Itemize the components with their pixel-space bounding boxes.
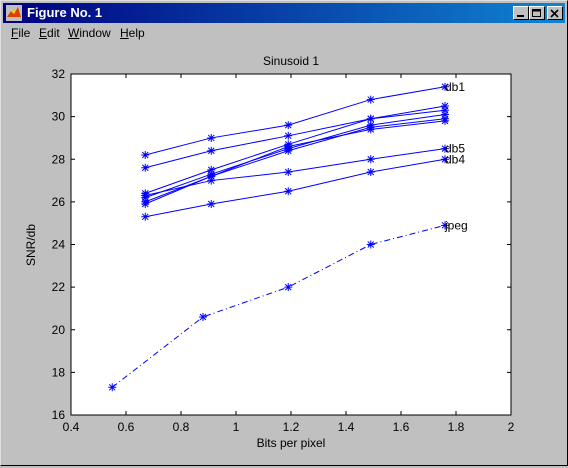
maximize-icon [532,9,541,17]
data-point-marker [284,283,293,292]
menu-bar: File Edit Window Help [3,23,565,43]
data-point-marker [284,121,293,130]
data-point-marker [441,116,449,125]
data-point-marker [284,187,293,196]
data-point-marker [366,240,375,249]
y-tick-label: 16 [52,408,66,422]
data-point-marker [207,200,216,209]
data-point-marker [366,114,375,123]
y-tick-label: 20 [52,323,66,337]
matlab-logo-icon [6,5,22,21]
sinusoid-chart: Sinusoid 1 Bits per pixel SNR/db 0.4 0.6 0… [24,54,515,450]
data-point-marker [284,131,293,140]
x-tick-label: 0.6 [118,420,135,434]
data-point-marker [284,142,293,151]
y-tick-label: 22 [52,280,66,294]
y-tick-label: 24 [52,238,66,252]
data-point-marker [441,221,449,230]
y-tick-label: 30 [52,110,66,124]
data-point-marker [141,163,150,172]
y-tick-label: 26 [52,195,66,209]
menu-window[interactable]: Window [68,26,111,40]
data-point-marker [207,176,216,185]
y-tick-label: 28 [52,152,66,166]
x-tick-label: 1.8 [448,420,465,434]
figure-canvas: Sinusoid 1 Bits per pixel SNR/db 0.4 0.6 0… [3,43,565,463]
title-bar[interactable]: Figure No. 1 [3,3,565,23]
data-point-marker [141,212,150,221]
x-tick-label: 1.6 [393,420,410,434]
x-tick-label: 1.2 [283,420,300,434]
maximize-button[interactable] [529,6,545,20]
menu-edit[interactable]: Edit [39,26,60,40]
x-tick-label: 2 [508,420,515,434]
data-point-marker [207,146,216,155]
data-point-marker [366,95,375,104]
y-tick-label: 32 [52,67,66,81]
series-label: db5 [445,142,465,156]
close-button[interactable] [547,6,563,20]
series-label: db1 [445,80,465,94]
data-point-marker [441,110,449,119]
data-point-marker [441,101,449,110]
data-point-marker [366,155,375,164]
close-icon [550,9,559,18]
data-point-marker [441,144,449,153]
plot-area [70,73,512,416]
data-point-marker [141,189,150,198]
y-axis-label: SNR/db [24,224,38,266]
data-point-marker [108,383,117,392]
data-point-marker [441,82,449,91]
data-point-marker [207,172,216,181]
minimize-icon [517,15,524,17]
series-label: db4 [445,152,465,166]
data-point-marker [441,106,449,115]
y-tick-label: 18 [52,365,66,379]
x-tick-label: 1.4 [338,420,355,434]
minimize-button[interactable] [513,6,529,20]
x-tick-label: 1 [233,420,240,434]
x-tick-label: 0.8 [173,420,190,434]
data-point-marker [207,165,216,174]
x-axis-label: Bits per pixel [257,436,326,450]
data-point-marker [141,200,150,209]
chart-title: Sinusoid 1 [263,54,319,68]
data-point-marker [284,146,293,155]
data-point-marker [207,133,216,142]
menu-help[interactable]: Help [120,26,145,40]
window-title: Figure No. 1 [27,5,103,20]
series-label: jpeg [444,218,468,232]
data-point-marker [366,168,375,177]
data-point-marker [284,168,293,177]
x-tick-label: 0.4 [63,420,80,434]
data-point-marker [199,312,207,321]
data-point-marker [141,150,150,159]
data-point-marker [441,155,449,164]
menu-file[interactable]: File [11,26,31,40]
data-point-marker [366,125,375,134]
data-point-marker [141,193,150,202]
